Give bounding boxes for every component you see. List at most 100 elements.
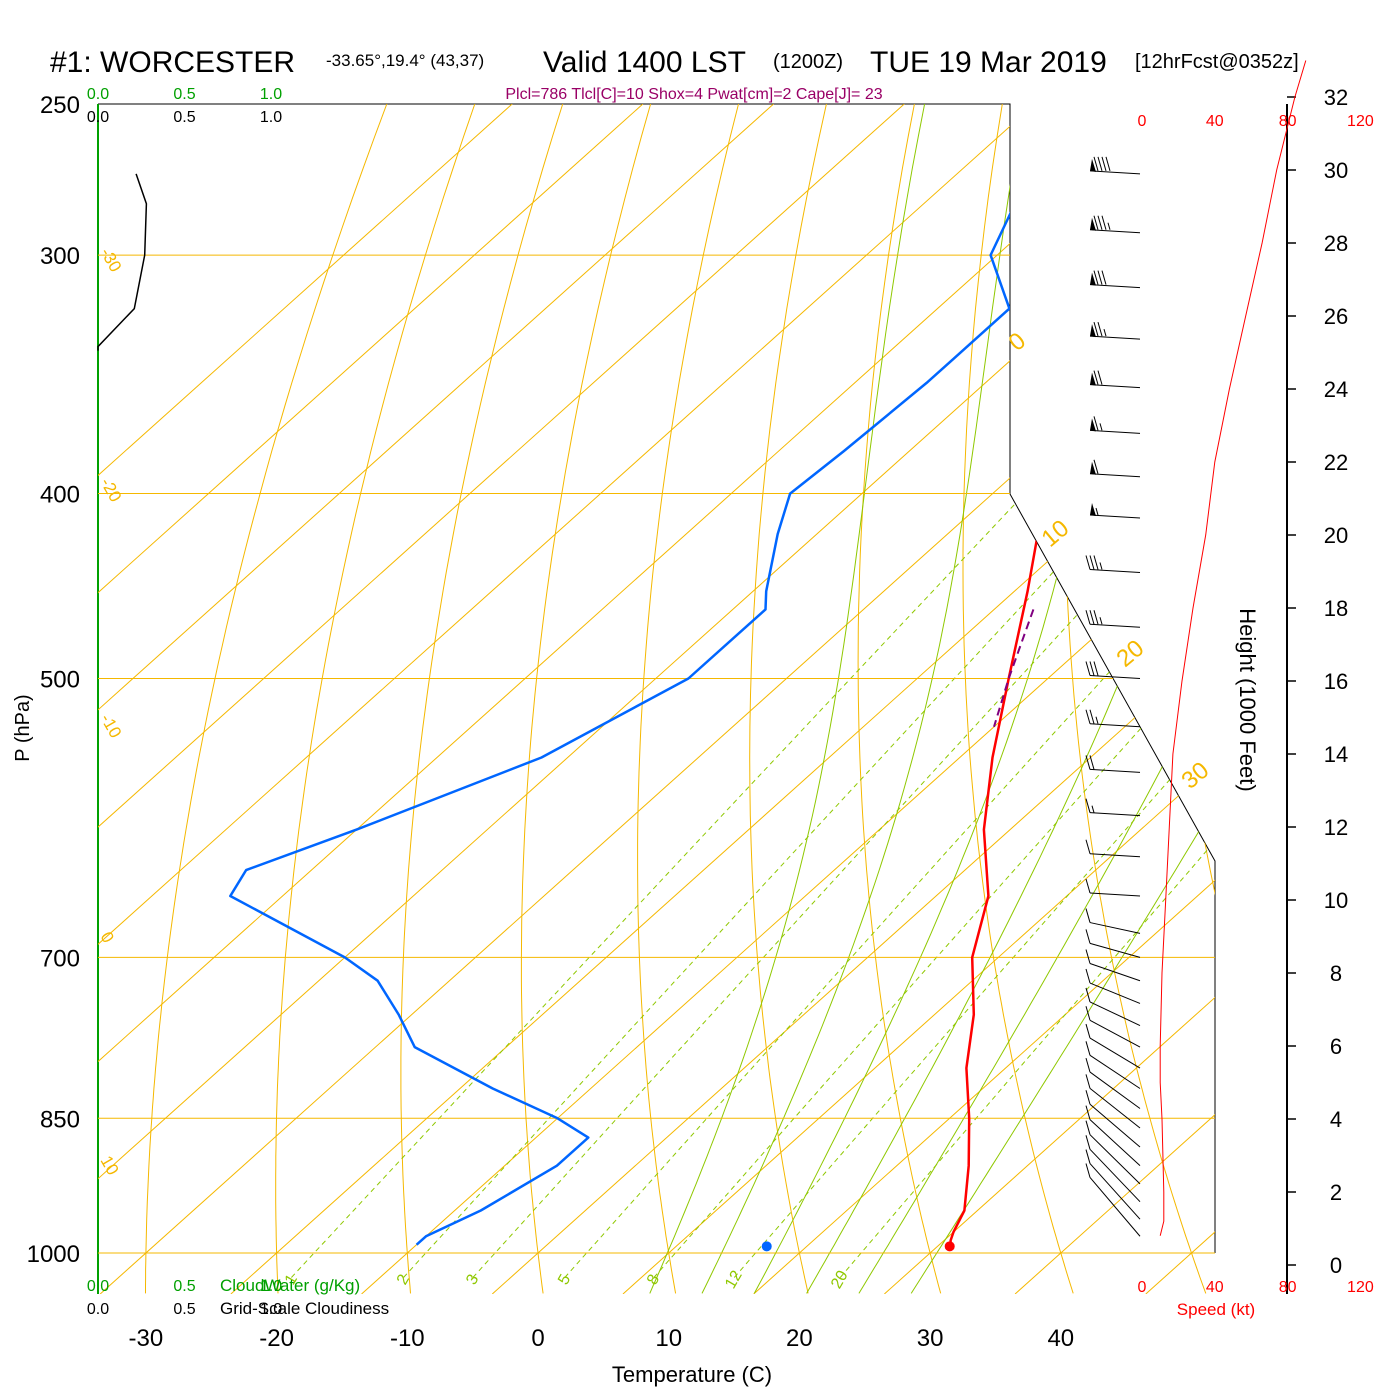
isotherm-label: 10 (97, 1153, 123, 1179)
isotherm (491, 104, 1215, 1294)
wind-barb (1089, 321, 1141, 340)
mixing-ratio-line (291, 493, 1026, 1278)
mixing-ratio-line (733, 493, 1215, 1278)
isotherm-label: -10 (97, 711, 126, 742)
wind-barb (1085, 878, 1141, 897)
cloudiness-trace (97, 173, 148, 351)
cloudiness-tick-top: 1.0 (260, 109, 282, 126)
wind-barb (1085, 1120, 1141, 1185)
pressure-tick-label: 700 (40, 945, 80, 972)
isotherm (98, 104, 774, 1294)
isotherm (753, 104, 1215, 1294)
isotherm (884, 104, 1215, 1294)
isotherm (1014, 104, 1215, 1294)
wind-barb (1085, 1163, 1141, 1237)
parcel-trace (993, 609, 1035, 728)
isotherm (230, 104, 1215, 1294)
temperature-tick-label: 40 (1047, 1325, 1074, 1352)
isotherm (98, 104, 513, 1294)
dry-adiabat (1064, 104, 1207, 1294)
forecast-label: [12hrFcst@0352z] (1135, 51, 1299, 73)
isotherm-label: 10 (1037, 515, 1075, 553)
speed-tick-label-bottom: 0 (1138, 1279, 1147, 1296)
isotherm (98, 104, 1036, 1294)
cloud-water-tick-bottom: 0.5 (173, 1278, 195, 1295)
temperature-tick-label: 30 (917, 1325, 944, 1352)
cloud-water-tick-bottom: 0.0 (87, 1278, 109, 1295)
mixing-ratio-line (653, 493, 1215, 1278)
height-tick-label: 26 (1324, 304, 1348, 329)
cloudiness-tick-bottom: 0.0 (87, 1301, 109, 1318)
dry-adiabat (520, 104, 661, 1294)
isotherm-label: -30 (97, 245, 126, 276)
height-tick-label: 20 (1324, 523, 1348, 548)
wind-barb (1085, 1074, 1141, 1129)
cloudiness-tick-top: 0.5 (173, 109, 195, 126)
dry-adiabat (1351, 70, 1400, 1293)
speed-tick-label-bottom: 120 (1347, 1279, 1374, 1296)
isotherm (98, 104, 905, 1294)
isobars (98, 254, 1215, 1254)
height-tick-label: 24 (1324, 377, 1348, 402)
wind-barb (1085, 1090, 1141, 1148)
isotherm (1145, 104, 1215, 1294)
dry-adiabat (400, 104, 574, 1294)
cloud-water-tick-top: 0.0 (87, 86, 109, 103)
wind-barb (1085, 987, 1141, 1026)
wind-barb (1085, 1006, 1141, 1048)
speed-tick-label-top: 120 (1347, 113, 1374, 130)
wind-barb (1085, 1057, 1141, 1109)
wind-barb (1085, 1105, 1141, 1167)
wind-barb (1085, 929, 1141, 958)
mixing-ratio-label: 20 (828, 1268, 852, 1292)
height-tick-label: 12 (1324, 815, 1348, 840)
cloudiness-tick-top: 0.0 (87, 109, 109, 126)
station-title: #1: WORCESTER (50, 46, 295, 79)
dry-adiabat (145, 104, 401, 1294)
wind-barb (1089, 459, 1141, 478)
mixing-ratio-line (839, 493, 1215, 1278)
stability-indices: Plcl=786 Tlcl[C]=10 Shox=4 Pwat[cm]=2 Ca… (505, 86, 882, 103)
height-tick-label: 22 (1324, 450, 1348, 475)
isotherm (98, 104, 1166, 1294)
wind-barb (1089, 215, 1141, 234)
moist-adiabat (753, 104, 1146, 1294)
temperature-tick-label: -20 (259, 1325, 294, 1352)
wind-barb (1085, 908, 1141, 934)
cloudiness-label: Grid-Scale Cloudiness (220, 1299, 389, 1318)
x-axis-title: Temperature (C) (612, 1362, 772, 1387)
wind-barb (1089, 416, 1141, 434)
pressure-tick-label: 500 (40, 667, 80, 694)
height-tick-label: 30 (1324, 158, 1348, 183)
height-tick-label: 18 (1324, 596, 1348, 621)
cloud-water-tick-top: 0.5 (173, 86, 195, 103)
thermo-background: 1 2 3 5 8 12 20 (98, 70, 1400, 1294)
height-tick-label: 0 (1330, 1253, 1342, 1278)
isotherm (622, 104, 1215, 1294)
height-tick-label: 4 (1330, 1107, 1342, 1132)
wind-barb (1085, 555, 1141, 574)
valid-date: TUE 19 Mar 2019 (870, 46, 1107, 79)
pressure-tick-label: 1000 (27, 1241, 80, 1268)
dry-adiabat (637, 104, 748, 1294)
wind-speed-trace (1159, 60, 1307, 1236)
temperature-tick-label: -10 (390, 1325, 425, 1352)
moist-adiabat (701, 104, 1030, 1294)
cloud-water-tick-bottom: 1.0 (260, 1278, 282, 1295)
mixing-ratio-line (564, 493, 1215, 1278)
height-tick-label: 28 (1324, 231, 1348, 256)
mixing-ratio-line (472, 493, 1190, 1278)
height-tick-label: 16 (1324, 669, 1348, 694)
wind-barb (1085, 755, 1141, 773)
cloud-water-tick-top: 1.0 (260, 86, 282, 103)
cloudiness-tick-bottom: 0.5 (173, 1301, 195, 1318)
dry-adiabat (857, 104, 942, 1294)
wind-barb (1089, 270, 1141, 289)
wind-barb (1085, 798, 1141, 817)
wind-barb (1085, 610, 1141, 628)
wind-barb (1089, 156, 1141, 175)
dewpoint-trace (229, 142, 1046, 1246)
wind-barb (1085, 839, 1141, 858)
isotherm (98, 104, 644, 1294)
